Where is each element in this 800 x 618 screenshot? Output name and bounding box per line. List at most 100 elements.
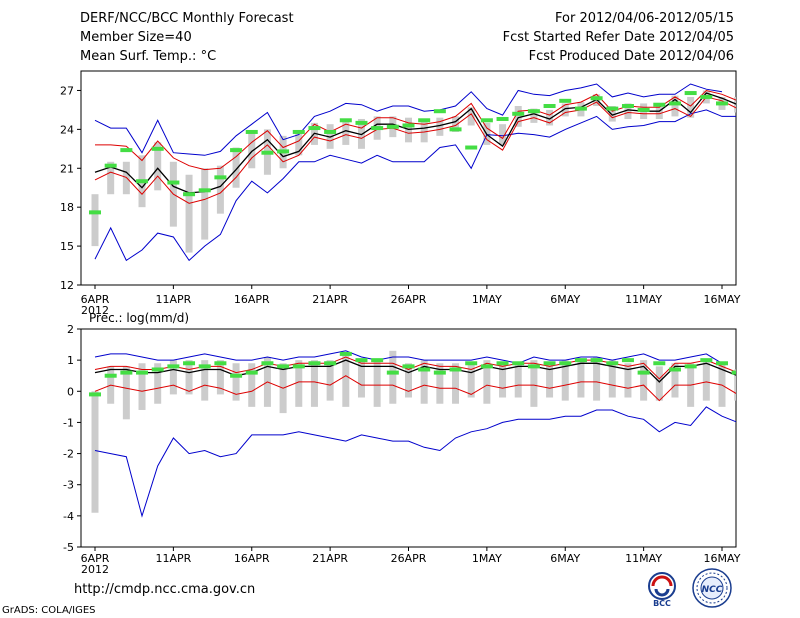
observed-marker [261, 150, 274, 155]
observed-marker [261, 361, 274, 366]
observed-marker [668, 101, 681, 106]
ensemble-range-bar [624, 103, 632, 119]
observed-marker [653, 102, 666, 107]
ensemble-range-bar [530, 108, 538, 123]
observed-marker [308, 126, 321, 131]
y-tick-label: 1 [67, 354, 74, 367]
ensemble-range-bar [342, 118, 350, 145]
series-line-mean [94, 359, 736, 383]
observed-marker [104, 163, 117, 168]
observed-marker [151, 367, 164, 372]
y-tick-label: 27 [60, 84, 74, 97]
observed-marker [386, 370, 399, 375]
observed-marker [653, 361, 666, 366]
temp-plot: 12 15 18 21 24 27 6APR 11APR 16APR 21APR 26APR 1MAY… [60, 83, 741, 317]
observed-marker [292, 364, 305, 369]
observed-marker [120, 148, 133, 153]
series-line-lower [94, 375, 736, 402]
ensemble-range-bar [452, 116, 460, 132]
ensemble-range-bar [671, 95, 679, 117]
ensemble-range-bar [154, 142, 162, 191]
observed-marker [590, 358, 603, 363]
ensemble-range-bar [593, 357, 601, 401]
ensemble-range-bar [357, 360, 365, 398]
series-line-max [94, 350, 723, 364]
temp-plot-frame [80, 70, 737, 286]
variable-label: Mean Surf. Temp.: °C [80, 49, 217, 64]
observed-marker [590, 96, 603, 101]
observed-marker [465, 145, 478, 150]
ensemble-range-bar [405, 363, 412, 398]
prec-plot-frame [80, 328, 737, 548]
y-tick-label: 12 [60, 279, 74, 292]
y-tick-label: -5 [63, 541, 74, 554]
ensemble-range-bar [201, 168, 209, 240]
observed-marker [214, 361, 227, 366]
observed-marker [167, 364, 180, 369]
x-tick-label: 11MAY [625, 293, 662, 306]
observed-marker [136, 370, 149, 375]
source-url[interactable]: http://cmdp.ncc.cma.gov.cn [74, 582, 256, 597]
refer-date: Fcst Started Refer Date 2012/04/05 [502, 30, 734, 45]
bcc-logo-text: BCC [653, 599, 671, 608]
ensemble-range-bar [154, 363, 162, 404]
ensemble-range-bar [232, 363, 240, 401]
ensemble-range-bar [436, 363, 444, 404]
observed-marker [136, 179, 149, 184]
ensemble-range-bar [671, 363, 679, 398]
observed-marker [292, 129, 305, 134]
ensemble-range-bar [514, 106, 522, 127]
observed-marker [606, 361, 619, 366]
ensemble-range-bar [295, 131, 303, 156]
observed-marker [716, 361, 728, 366]
ensemble-range-bar [122, 366, 130, 420]
y-tick-label: 2 [67, 323, 74, 336]
observed-marker [433, 109, 446, 114]
series-line-min [94, 406, 736, 518]
ensemble-range-bar [138, 363, 146, 410]
ensemble-range-bar [295, 360, 303, 407]
observed-marker [214, 175, 227, 180]
observed-marker [543, 104, 556, 109]
ensemble-range-bar [546, 109, 554, 126]
ensemble-range-bar [185, 360, 193, 395]
y-tick-label: 21 [60, 162, 74, 175]
series-line-upper [95, 89, 736, 171]
y-tick-label: -3 [63, 479, 74, 492]
observed-marker [637, 370, 650, 375]
observed-marker [355, 358, 368, 363]
ensemble-range-bar [452, 363, 460, 404]
observed-marker [496, 116, 509, 121]
observed-marker [89, 210, 101, 215]
ncc-logo-text: NCC [702, 585, 723, 595]
observed-marker [183, 192, 196, 197]
observed-marker [621, 358, 634, 363]
observed-marker [324, 361, 337, 366]
observed-marker [418, 118, 431, 123]
x-tick-label: 1MAY [472, 293, 502, 306]
observed-marker [512, 111, 525, 116]
ensemble-range-bar [373, 360, 381, 407]
ensemble-range-bar [577, 360, 585, 398]
ensemble-range-bar [483, 360, 491, 404]
observed-marker [198, 364, 211, 369]
ensemble-range-bar [342, 353, 350, 407]
x-tick-label: 6MAY [550, 552, 580, 565]
y-tick-label: 15 [60, 240, 74, 253]
ensemble-range-bar [467, 107, 475, 126]
series-line-min [94, 109, 736, 262]
observed-marker [308, 361, 321, 366]
ensemble-range-bar [185, 174, 193, 253]
observed-marker [89, 392, 101, 397]
x-tick-label: 11APR [155, 552, 191, 565]
ensemble-range-bar [420, 118, 428, 143]
observed-marker [716, 101, 728, 106]
observed-marker [449, 127, 462, 132]
chart-title: DERF/NCC/BCC Monthly Forecast [80, 11, 294, 26]
ensemble-range-bar [389, 350, 397, 404]
y-tick-label: 24 [60, 123, 74, 136]
prec-plot-title: Prec.: log(mm/d) [89, 311, 189, 325]
observed-marker [151, 146, 164, 151]
